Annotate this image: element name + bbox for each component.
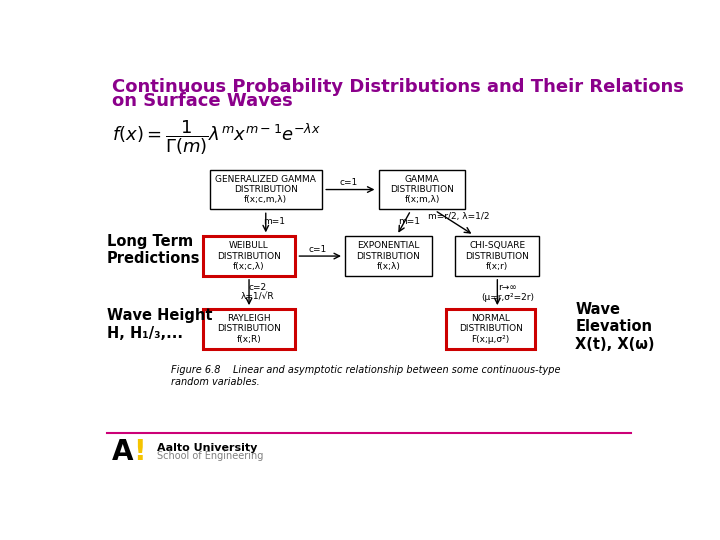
FancyBboxPatch shape (446, 309, 535, 349)
Text: Long Term
Predictions: Long Term Predictions (107, 234, 200, 266)
Text: on Surface Waves: on Surface Waves (112, 92, 293, 110)
Text: m=1: m=1 (263, 218, 285, 226)
Text: $f\left(x\right)=\dfrac{1}{\Gamma(m)}\lambda^{m}x^{m-1}e^{-\lambda x}$: $f\left(x\right)=\dfrac{1}{\Gamma(m)}\la… (112, 119, 321, 158)
Text: Wave
Elevation
X(t), X(ω): Wave Elevation X(t), X(ω) (575, 302, 655, 352)
Text: !: ! (133, 438, 146, 467)
Text: Continuous Probability Distributions and Their Relations: Continuous Probability Distributions and… (112, 78, 684, 96)
Text: GENERALIZED GAMMA
DISTRIBUTION
f(x;c,m,λ): GENERALIZED GAMMA DISTRIBUTION f(x;c,m,λ… (215, 174, 316, 205)
Text: Figure 6.8    Linear and asymptotic relationship between some continuous-type
ra: Figure 6.8 Linear and asymptotic relatio… (171, 365, 560, 387)
Text: CHI-SQUARE
DISTRIBUTION
f(x;r): CHI-SQUARE DISTRIBUTION f(x;r) (465, 241, 529, 271)
FancyBboxPatch shape (203, 237, 295, 276)
FancyBboxPatch shape (210, 170, 322, 210)
FancyBboxPatch shape (203, 309, 295, 349)
Text: A: A (112, 438, 134, 467)
Text: EXPONENTIAL
DISTRIBUTION
f(x;λ): EXPONENTIAL DISTRIBUTION f(x;λ) (356, 241, 420, 271)
FancyBboxPatch shape (379, 170, 465, 210)
Text: RAYLEIGH
DISTRIBUTION
f(x;R): RAYLEIGH DISTRIBUTION f(x;R) (217, 314, 281, 344)
Text: WEIBULL
DISTRIBUTION
f(x;c,λ): WEIBULL DISTRIBUTION f(x;c,λ) (217, 241, 281, 271)
Text: Aalto University: Aalto University (157, 443, 257, 453)
Text: NORMAL
DISTRIBUTION
F(x;μ,σ²): NORMAL DISTRIBUTION F(x;μ,σ²) (459, 314, 523, 344)
FancyBboxPatch shape (456, 237, 539, 276)
Text: r→∞
(μ=r,σ²=2r): r→∞ (μ=r,σ²=2r) (481, 282, 534, 302)
FancyBboxPatch shape (346, 237, 432, 276)
Text: c=2
λ=1/√R: c=2 λ=1/√R (240, 282, 274, 302)
Text: c=1: c=1 (309, 245, 327, 254)
Text: GAMMA
DISTRIBUTION
f(x;m,λ): GAMMA DISTRIBUTION f(x;m,λ) (390, 174, 454, 205)
Text: School of Engineering: School of Engineering (157, 451, 264, 462)
Text: c=1: c=1 (339, 178, 357, 187)
Text: m=r/2, λ=1/2: m=r/2, λ=1/2 (428, 212, 489, 221)
Text: m=1: m=1 (398, 218, 420, 226)
Text: Wave Height
H, H₁/₃,...: Wave Height H, H₁/₃,... (107, 308, 212, 341)
